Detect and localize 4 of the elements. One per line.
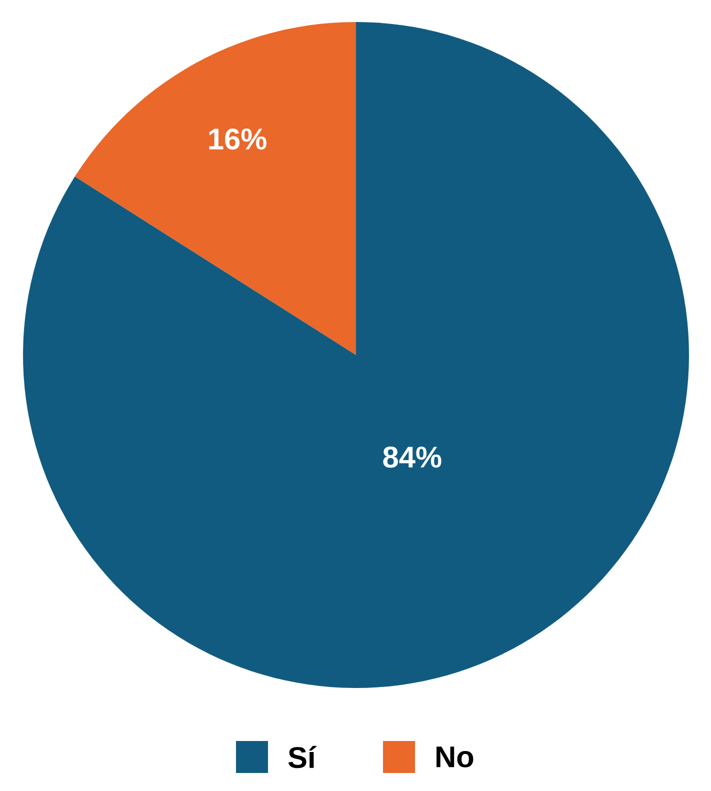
legend-label: No [436, 746, 474, 768]
data-label: 16% [209, 128, 266, 150]
data-label: 84% [383, 446, 442, 468]
legend-label: Sí [288, 746, 317, 768]
